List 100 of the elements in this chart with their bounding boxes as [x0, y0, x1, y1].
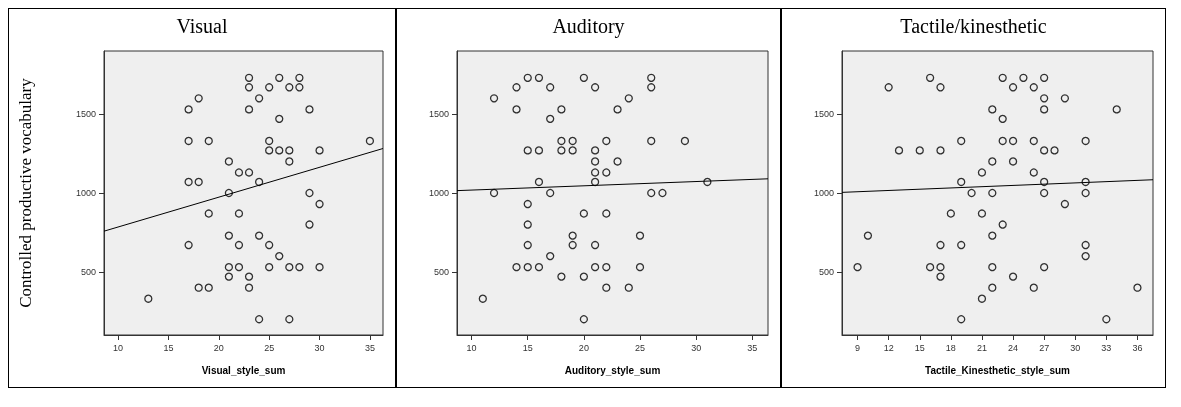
point [523, 199, 532, 209]
point [988, 157, 997, 166]
x-tick-label: 30 [1070, 342, 1081, 353]
point [534, 263, 544, 272]
point [204, 136, 213, 146]
x-axis-title: Tactile_Kinesthetic_style_sum [925, 364, 1071, 376]
point [523, 73, 532, 82]
point [1112, 105, 1121, 114]
point [523, 220, 532, 229]
point [1040, 177, 1049, 187]
point [546, 83, 555, 92]
point [1060, 199, 1070, 209]
point [1029, 83, 1038, 92]
point [194, 177, 203, 187]
point [224, 263, 234, 272]
x-tick-label: 33 [1101, 342, 1112, 353]
point [244, 168, 254, 177]
point [204, 283, 213, 292]
point [204, 209, 213, 218]
point [254, 231, 264, 240]
y-tick-label: 1000 [428, 188, 449, 198]
point [244, 73, 254, 82]
point [590, 157, 600, 166]
point [1050, 146, 1059, 155]
point [936, 83, 945, 92]
point [590, 177, 600, 187]
point [602, 283, 611, 292]
point [590, 240, 600, 250]
point [957, 240, 966, 250]
point [305, 220, 314, 229]
point [1060, 94, 1070, 103]
point [988, 283, 997, 292]
point [579, 73, 589, 82]
point [946, 209, 955, 218]
point [624, 94, 633, 103]
point [703, 177, 712, 187]
point [590, 146, 600, 155]
point [234, 263, 244, 272]
point [998, 73, 1007, 82]
point [1040, 263, 1049, 272]
point [275, 73, 284, 82]
point [512, 105, 521, 114]
point [1008, 83, 1018, 92]
point [568, 231, 577, 240]
point [546, 188, 555, 198]
point [534, 177, 544, 187]
point [579, 272, 589, 281]
x-tick-label: 10 [113, 342, 124, 353]
point [265, 240, 274, 250]
point [680, 136, 690, 146]
y-tick-label: 500 [80, 266, 96, 277]
point [579, 209, 589, 218]
point [557, 146, 566, 155]
point [635, 231, 645, 240]
point [224, 188, 234, 198]
point [579, 315, 589, 324]
point [285, 157, 294, 166]
point [512, 263, 521, 272]
point [988, 231, 997, 240]
point [265, 83, 274, 92]
x-tick-label: 15 [163, 342, 174, 353]
point [568, 136, 577, 146]
point [957, 136, 966, 146]
point [884, 83, 893, 92]
point [557, 105, 566, 114]
point [936, 272, 945, 281]
point [305, 105, 314, 114]
point [1029, 168, 1038, 177]
point [244, 283, 254, 292]
point [244, 272, 254, 281]
point [254, 315, 264, 324]
point [285, 146, 294, 155]
point [613, 157, 622, 166]
x-tick-label: 18 [945, 342, 956, 353]
y-tick-label: 500 [433, 266, 449, 277]
point [489, 94, 499, 103]
point [315, 146, 324, 155]
point [647, 136, 656, 146]
point [1040, 188, 1049, 198]
point [853, 263, 862, 272]
point [1019, 73, 1028, 82]
point [624, 283, 633, 292]
point [967, 188, 976, 198]
x-tick-label: 12 [883, 342, 894, 353]
point [613, 105, 622, 114]
y-axis-title: Controlled productive vocabulary [16, 77, 35, 308]
point [184, 136, 193, 146]
point [925, 73, 935, 82]
x-tick-label: 36 [1132, 342, 1143, 353]
point [1040, 94, 1049, 103]
point [1081, 136, 1090, 146]
point [1081, 251, 1090, 261]
point [957, 177, 966, 187]
y-tick-label: 1500 [428, 109, 449, 120]
point [602, 209, 611, 218]
point [988, 263, 997, 272]
x-tick-label: 35 [364, 342, 375, 353]
point [1081, 188, 1090, 198]
point [244, 105, 254, 114]
x-tick-label: 30 [691, 342, 702, 353]
